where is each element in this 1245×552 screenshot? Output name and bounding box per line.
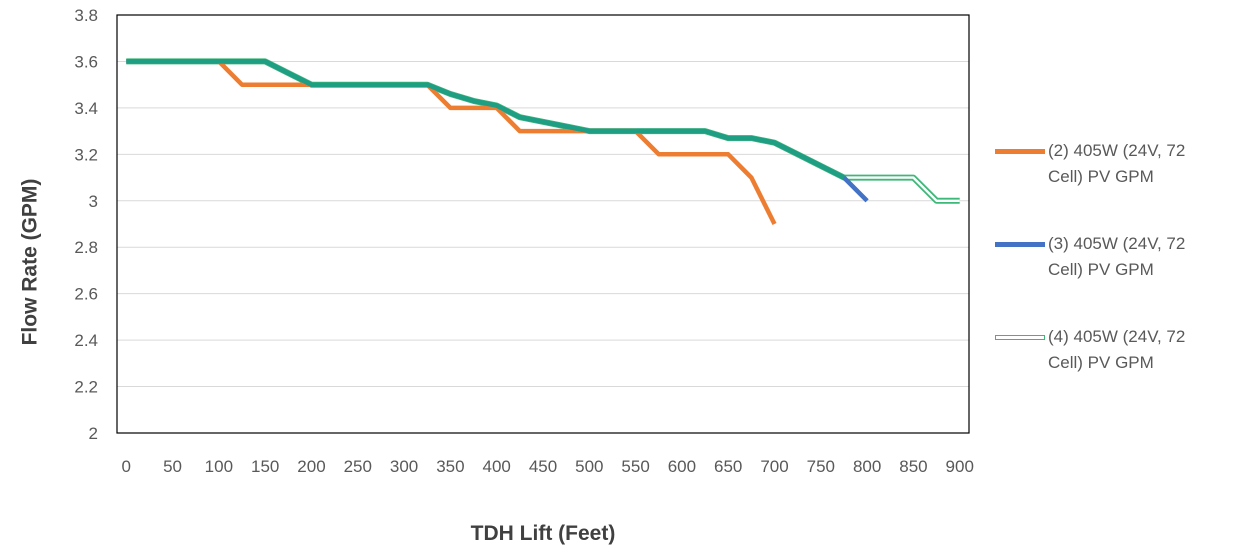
x-tick-label: 850 xyxy=(899,457,927,476)
y-tick-label: 2.6 xyxy=(74,285,98,304)
legend-label: (3) 405W (24V, 72 Cell) PV GPM xyxy=(1048,231,1243,283)
series-lines xyxy=(126,58,960,226)
legend-label-line2: Cell) PV GPM xyxy=(1048,260,1154,279)
legend-label: (4) 405W (24V, 72 Cell) PV GPM xyxy=(1048,324,1243,376)
y-tick-label: 3.4 xyxy=(74,99,98,118)
y-tick-label: 2.4 xyxy=(74,331,98,350)
x-tick-label: 550 xyxy=(621,457,649,476)
series-line-2-panels xyxy=(126,59,777,226)
x-tick-label: 100 xyxy=(205,457,233,476)
x-tick-label: 900 xyxy=(946,457,974,476)
legend-swatch-2-panels xyxy=(995,149,1045,154)
y-tick-label: 3 xyxy=(89,192,98,211)
legend-label-line1: (4) 405W (24V, 72 xyxy=(1048,327,1186,346)
y-tick-label: 3.2 xyxy=(74,145,98,164)
legend-label-line1: (3) 405W (24V, 72 xyxy=(1048,234,1186,253)
plot-area-frame xyxy=(116,14,970,434)
y-axis-title: Flow Rate (GPM) xyxy=(19,179,42,346)
y-tick-label: 3.6 xyxy=(74,52,98,71)
y-axis-ticks: 2 2.2 2.4 2.6 2.8 3 3.2 3.4 3.6 3.8 xyxy=(74,6,98,443)
legend-label-line2: Cell) PV GPM xyxy=(1048,167,1154,186)
x-tick-label: 600 xyxy=(668,457,696,476)
x-tick-label: 300 xyxy=(390,457,418,476)
y-tick-label: 3.8 xyxy=(74,6,98,25)
y-tick-label: 2.2 xyxy=(74,378,98,397)
x-tick-label: 0 xyxy=(122,457,131,476)
x-axis-title: TDH Lift (Feet) xyxy=(471,522,616,545)
legend-label-line2: Cell) PV GPM xyxy=(1048,353,1154,372)
legend-item-4-panels: (4) 405W (24V, 72 Cell) PV GPM xyxy=(995,324,1245,417)
y-tick-label: 2 xyxy=(89,424,98,443)
legend: (2) 405W (24V, 72 Cell) PV GPM (3) 405W … xyxy=(995,138,1245,417)
legend-label-line1: (2) 405W (24V, 72 xyxy=(1048,141,1186,160)
x-tick-label: 350 xyxy=(436,457,464,476)
x-tick-label: 750 xyxy=(807,457,835,476)
x-axis-ticks: 0 50 100 150 200 250 300 350 400 450 500 550 600 650 7… xyxy=(122,457,974,476)
x-tick-label: 150 xyxy=(251,457,279,476)
x-tick-label: 700 xyxy=(760,457,788,476)
y-tick-label: 2.8 xyxy=(74,238,98,257)
legend-item-2-panels: (2) 405W (24V, 72 Cell) PV GPM xyxy=(995,138,1245,231)
x-tick-label: 500 xyxy=(575,457,603,476)
x-tick-label: 800 xyxy=(853,457,881,476)
series-line-4-panels-overlap xyxy=(126,59,846,180)
x-tick-label: 200 xyxy=(297,457,325,476)
legend-swatch-3-panels xyxy=(995,242,1045,247)
legend-swatch-4-panels xyxy=(995,335,1045,340)
legend-label: (2) 405W (24V, 72 Cell) PV GPM xyxy=(1048,138,1243,190)
x-tick-label: 250 xyxy=(344,457,372,476)
x-tick-label: 650 xyxy=(714,457,742,476)
gridlines xyxy=(117,14,969,434)
x-tick-label: 50 xyxy=(163,457,182,476)
x-tick-label: 400 xyxy=(483,457,511,476)
legend-item-3-panels: (3) 405W (24V, 72 Cell) PV GPM xyxy=(995,231,1245,324)
x-tick-label: 450 xyxy=(529,457,557,476)
